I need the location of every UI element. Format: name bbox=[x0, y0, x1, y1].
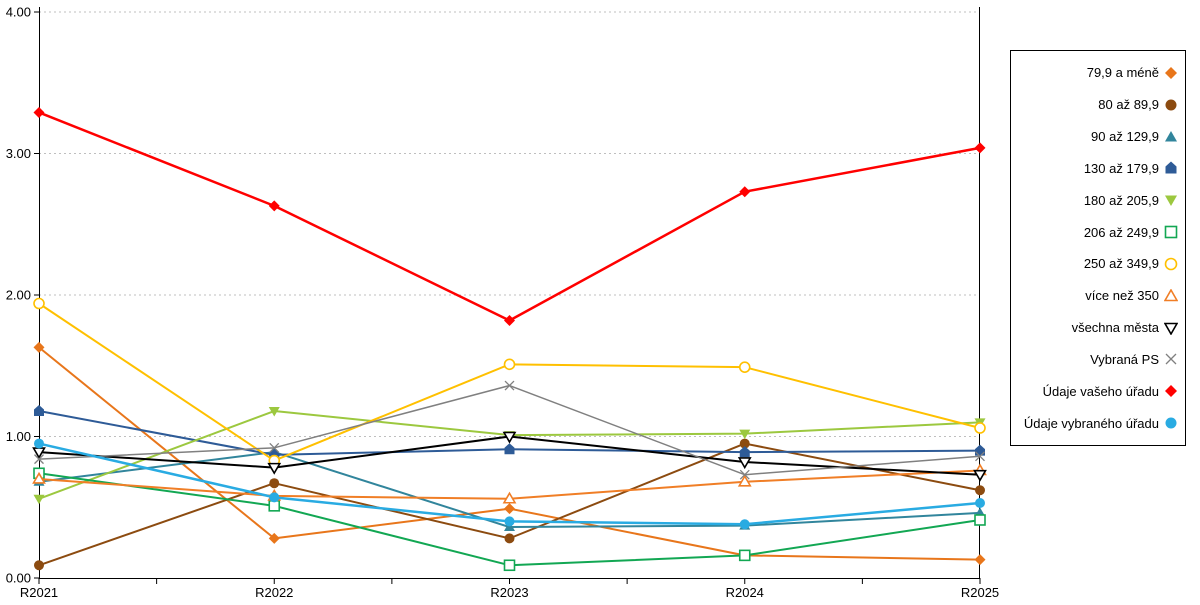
y-tick-label: 4.00 bbox=[6, 5, 31, 20]
series-6 bbox=[33, 297, 986, 467]
legend-item-80-az-89-9: 80 až 89,9 bbox=[1011, 98, 1185, 112]
legend-label: Údaje vašeho úřadu bbox=[1042, 383, 1159, 399]
legend-label: 206 až 249,9 bbox=[1083, 224, 1159, 240]
legend-item-90-az-129-9: 90 až 129,9 bbox=[1011, 130, 1185, 144]
diamond-marker-icon bbox=[1164, 384, 1178, 398]
x-marker-icon bbox=[1164, 352, 1178, 366]
x-tick-label: R2024 bbox=[726, 585, 764, 600]
legend-label: 180 až 205,9 bbox=[1083, 192, 1159, 208]
x-tick-label: R2022 bbox=[255, 585, 293, 600]
legend-item-vice-nez-350: více než 350 bbox=[1011, 288, 1185, 304]
y-tick-label: 1.00 bbox=[6, 429, 31, 444]
legend-item-udaje-vybraneho-uradu: Údaje vybraného úřadu bbox=[1011, 416, 1185, 430]
gridlines bbox=[39, 11, 980, 437]
legend-label: 80 až 89,9 bbox=[1098, 97, 1159, 113]
legend-item-vybrana-ps: Vybraná PS bbox=[1011, 352, 1185, 366]
y-tick-label: 3.00 bbox=[6, 146, 31, 161]
legend-label: 130 až 179,9 bbox=[1083, 160, 1159, 176]
y-tick-label: 2.00 bbox=[6, 288, 31, 303]
chart-legend: 79,9 a méně 80 až 89,9 90 až 129,9 130 a… bbox=[1010, 50, 1186, 446]
legend-label: 90 až 129,9 bbox=[1091, 129, 1159, 145]
series-0 bbox=[33, 341, 986, 566]
legend-label: 250 až 349,9 bbox=[1083, 256, 1159, 272]
x-tick-label: R2023 bbox=[490, 585, 528, 600]
series-9 bbox=[34, 380, 985, 480]
triangle-up-open-marker-icon bbox=[1164, 288, 1178, 303]
legend-item-79-9-a-mene: 79,9 a méně bbox=[1011, 66, 1185, 80]
series-11 bbox=[34, 438, 985, 530]
legend-label: více než 350 bbox=[1085, 288, 1159, 304]
circle-open-marker-icon bbox=[1164, 257, 1178, 271]
circle-marker-icon bbox=[1164, 416, 1178, 430]
y-axis: 0.00 1.00 2.00 3.00 4.00 bbox=[6, 5, 39, 586]
x-tick-label: R2021 bbox=[20, 585, 58, 600]
x-tick-label: R2025 bbox=[961, 585, 999, 600]
circle-marker-icon bbox=[1164, 98, 1178, 112]
triangle-down-marker-icon bbox=[1164, 193, 1178, 207]
legend-label: 79,9 a méně bbox=[1086, 65, 1159, 81]
pentagon-marker-icon bbox=[1164, 161, 1178, 175]
series-1 bbox=[34, 438, 985, 571]
series-8 bbox=[32, 431, 987, 482]
legend-label: všechna města bbox=[1071, 320, 1159, 336]
legend-item-udaje-vaseho-uradu: Údaje vašeho úřadu bbox=[1011, 384, 1185, 398]
legend-item-vsechna-mesta: všechna města bbox=[1011, 321, 1185, 335]
legend-label: Údaje vybraného úřadu bbox=[1023, 415, 1159, 431]
series-10 bbox=[33, 106, 986, 326]
x-axis: R2021 R2022 R2023 R2024 R2025 bbox=[20, 578, 999, 600]
triangle-down-open-marker-icon bbox=[1164, 321, 1178, 335]
legend-item-206-az-249-9: 206 až 249,9 bbox=[1011, 225, 1185, 239]
legend-item-180-az-205-9: 180 až 205,9 bbox=[1011, 193, 1185, 207]
legend-label: Vybraná PS bbox=[1090, 351, 1159, 367]
legend-item-250-az-349-9: 250 až 349,9 bbox=[1011, 257, 1185, 271]
series-7 bbox=[32, 463, 987, 504]
legend-item-130-az-179-9: 130 až 179,9 bbox=[1011, 161, 1185, 175]
diamond-marker-icon bbox=[1164, 66, 1178, 80]
triangle-up-marker-icon bbox=[1164, 130, 1178, 144]
y-tick-label: 0.00 bbox=[6, 571, 31, 586]
square-open-marker-icon bbox=[1164, 225, 1178, 239]
